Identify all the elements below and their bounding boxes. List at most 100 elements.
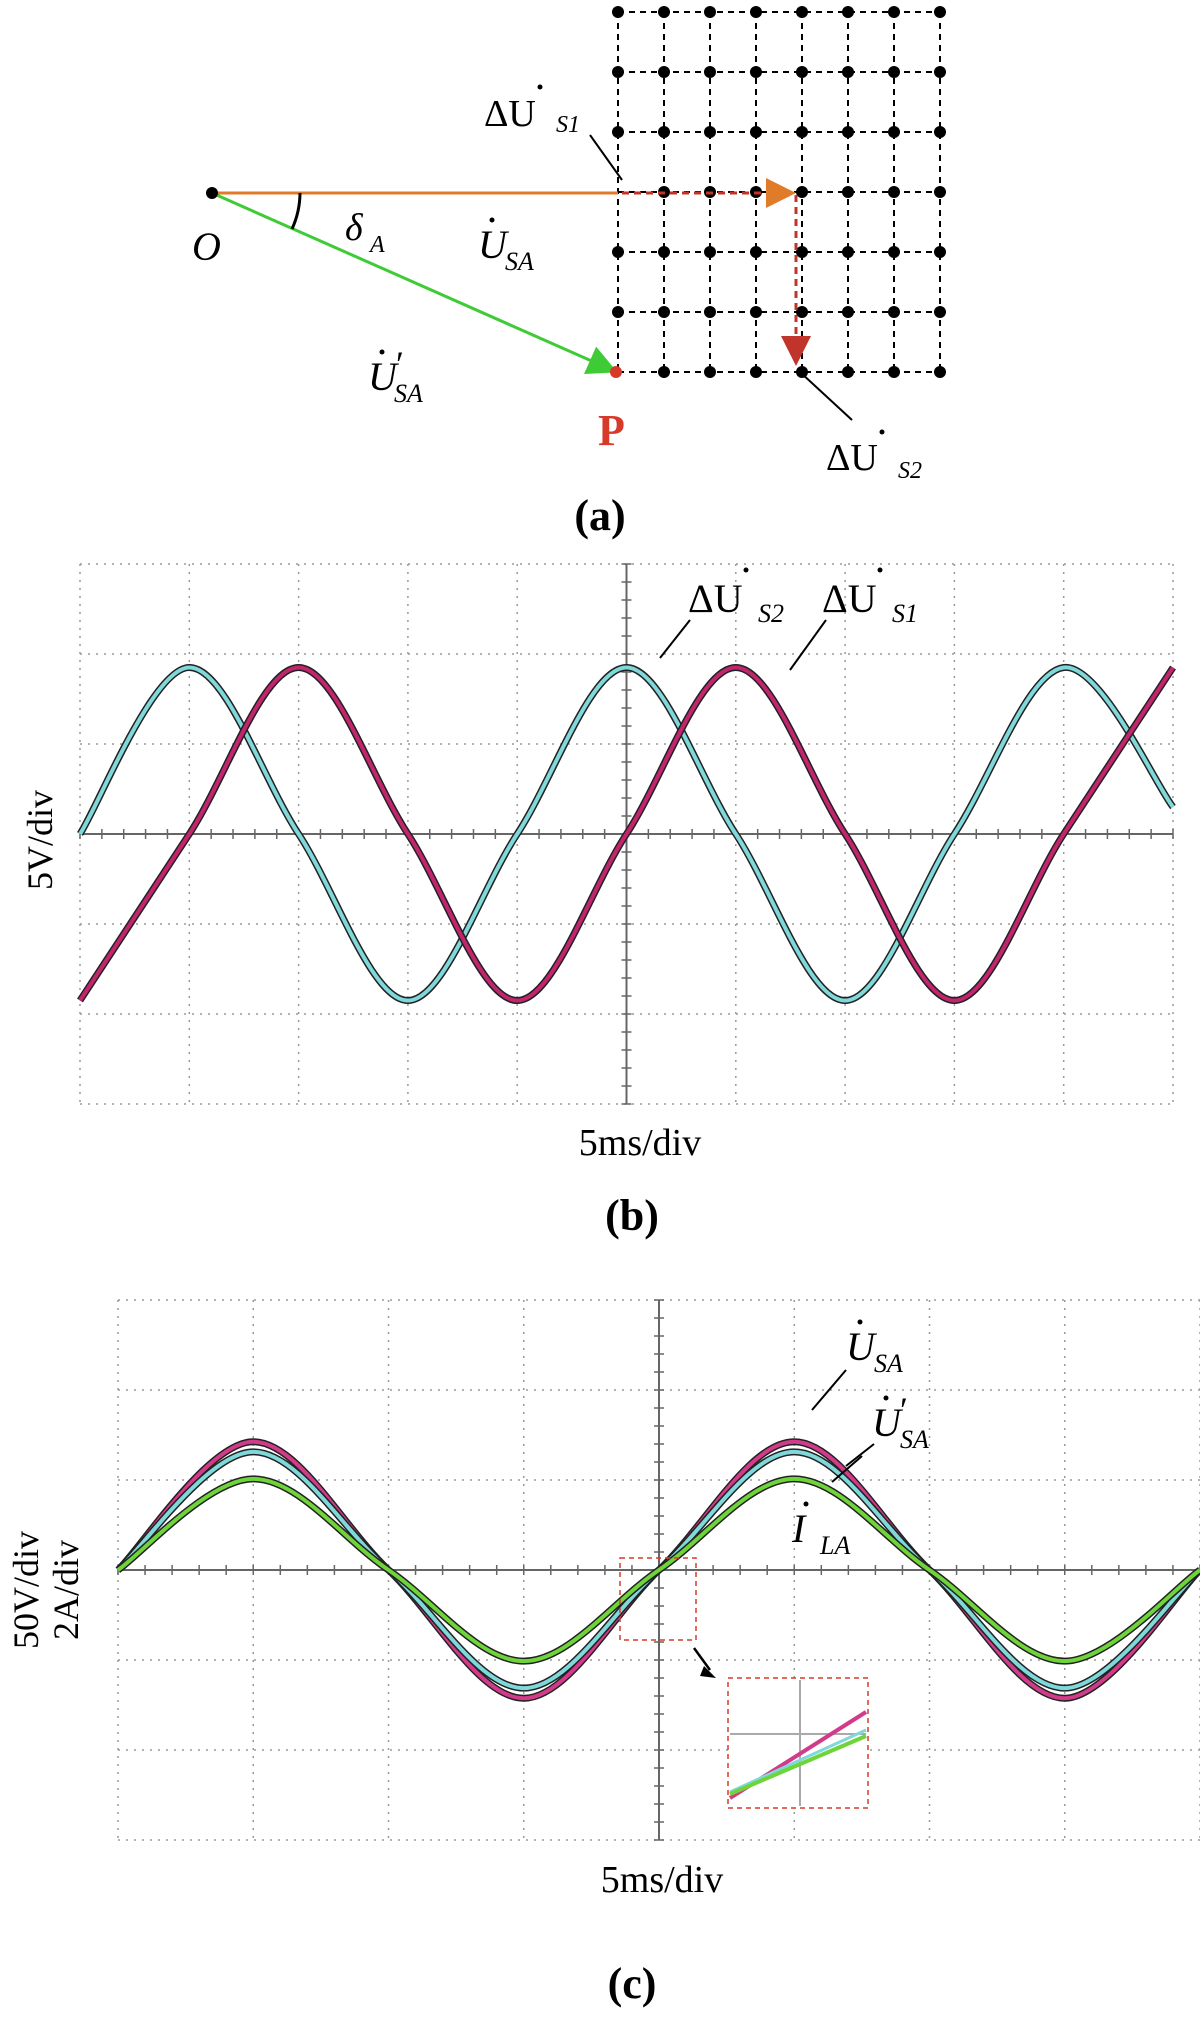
svg-text:SA: SA xyxy=(900,1425,929,1454)
label-series-usa-prime-leader xyxy=(845,1443,875,1467)
svg-text:U: U xyxy=(846,1324,878,1369)
grid-node xyxy=(658,366,670,378)
chart-c-series xyxy=(115,1438,1200,1702)
grid-node xyxy=(842,366,854,378)
origin-dot xyxy=(206,187,218,199)
label-p: P xyxy=(598,406,625,455)
label-series-ila: I LA xyxy=(791,1501,850,1560)
grid-node xyxy=(750,366,762,378)
svg-text:I: I xyxy=(791,1506,807,1551)
label-usa: U SA xyxy=(478,217,534,276)
grid-node xyxy=(888,126,900,138)
delta-angle-arc xyxy=(290,192,302,230)
svg-text:′: ′ xyxy=(396,344,404,384)
grid-node xyxy=(934,366,946,378)
svg-text:LA: LA xyxy=(819,1531,850,1560)
dus1-leader xyxy=(589,134,623,181)
label-series-delta-us2: ΔU S2 xyxy=(688,567,784,628)
inset-usa-prime xyxy=(729,1728,867,1794)
grid-node xyxy=(796,6,808,18)
grid-node xyxy=(888,366,900,378)
grid-node xyxy=(704,306,716,318)
grid-node xyxy=(796,306,808,318)
grid-node xyxy=(796,66,808,78)
grid-node xyxy=(842,246,854,258)
grid-node xyxy=(704,366,716,378)
grid-node xyxy=(658,306,670,318)
label-delta-us1: ΔU S1 xyxy=(484,84,580,138)
grid-node xyxy=(796,186,808,198)
series-ila xyxy=(116,1476,1200,1664)
grid-node xyxy=(612,126,624,138)
label-usa-prime: U ′ SA xyxy=(368,344,423,408)
svg-text:ΔU: ΔU xyxy=(822,576,877,621)
grid-node xyxy=(796,126,808,138)
caption-b: (b) xyxy=(605,1191,659,1240)
svg-text:′: ′ xyxy=(900,1390,908,1430)
svg-text:S1: S1 xyxy=(892,599,918,628)
grid-node xyxy=(934,246,946,258)
svg-text:U: U xyxy=(368,354,400,399)
series-delta-us1 xyxy=(78,665,1175,1003)
zoom-arrow xyxy=(692,1647,712,1671)
grid-node xyxy=(888,306,900,318)
grid-node xyxy=(704,6,716,18)
grid-node xyxy=(704,246,716,258)
chart-c: U SAU ′SAI LA 50V/div 2A/div 5ms/div (c) xyxy=(6,1299,1200,2008)
chart-b-ylabel: 5V/div xyxy=(20,790,60,890)
label-series-usa-prime: U ′SA xyxy=(872,1390,929,1454)
caption-a: (a) xyxy=(574,491,625,540)
chart-c-ylabel: 50V/div xyxy=(6,1531,46,1649)
grid-node xyxy=(796,366,808,378)
grid-node xyxy=(934,66,946,78)
voltage-grid xyxy=(612,6,946,378)
grid-node xyxy=(888,186,900,198)
phasor-diagram: O P δ A U SA U ′ SA ΔU S1 ΔU S2 (a) xyxy=(192,6,946,540)
inset-ila xyxy=(729,1734,867,1796)
zoom-box xyxy=(619,1557,697,1641)
dus2-leader xyxy=(799,371,853,421)
grid-node xyxy=(934,6,946,18)
chart-b: ΔU S2 ΔU S1 5V/div 5ms/div (b) xyxy=(20,563,1176,1240)
grid-node xyxy=(888,66,900,78)
usa-prime-phasor xyxy=(211,191,618,375)
grid-node xyxy=(658,6,670,18)
label-series-delta-us2-leader xyxy=(659,619,691,659)
svg-text:δ: δ xyxy=(345,207,364,249)
grid-node xyxy=(658,66,670,78)
caption-c: (c) xyxy=(608,1959,657,2008)
svg-text:S1: S1 xyxy=(556,112,580,138)
svg-text:U: U xyxy=(478,222,510,267)
grid-node xyxy=(704,126,716,138)
series-delta-us2 xyxy=(78,665,1175,1003)
grid-node xyxy=(934,126,946,138)
label-series-delta-us1: ΔU S1 xyxy=(822,567,918,628)
point-p-dot xyxy=(610,366,622,378)
chart-b-series-labels: ΔU S2 ΔU S1 xyxy=(659,567,918,671)
grid-node xyxy=(842,306,854,318)
label-delta-a: δ A xyxy=(345,207,385,258)
label-series-delta-us1-leader xyxy=(789,619,827,671)
chart-b-xlabel: 5ms/div xyxy=(579,1122,701,1164)
svg-text:ΔU: ΔU xyxy=(484,93,536,135)
grid-node xyxy=(750,66,762,78)
grid-node xyxy=(750,6,762,18)
grid-node xyxy=(842,126,854,138)
grid-node xyxy=(704,66,716,78)
grid-node xyxy=(750,246,762,258)
svg-text:ΔU: ΔU xyxy=(826,437,878,479)
grid-node xyxy=(934,306,946,318)
label-o: O xyxy=(192,224,221,269)
chart-c-ylabel2: 2A/div xyxy=(46,1540,86,1640)
grid-node xyxy=(934,186,946,198)
label-series-usa: U SA xyxy=(846,1319,903,1378)
grid-node xyxy=(796,246,808,258)
chart-c-xlabel: 5ms/div xyxy=(601,1859,723,1901)
svg-text:S2: S2 xyxy=(758,599,784,628)
zoom-arrowhead xyxy=(700,1666,716,1678)
chart-c-series-labels: U SAU ′SAI LA xyxy=(791,1319,929,1560)
grid-node xyxy=(842,6,854,18)
grid-node xyxy=(612,66,624,78)
grid-node xyxy=(658,126,670,138)
label-series-ila-leader xyxy=(831,1455,863,1483)
